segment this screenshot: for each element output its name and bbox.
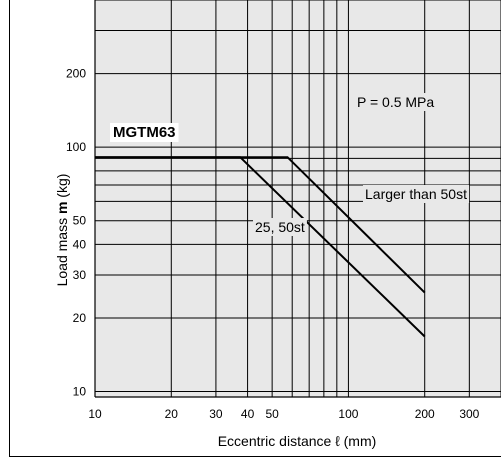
y-tick-label: 50	[73, 214, 87, 228]
x-tick-label: 40	[241, 407, 255, 421]
model-label: MGTM63	[113, 124, 176, 141]
series-lines	[95, 156, 426, 338]
x-tick-labels: 10 20 30 40 50 100 200 300	[88, 407, 479, 421]
pressure-label-background	[355, 93, 437, 111]
y-tick-label: 40	[73, 237, 87, 251]
y-tick-labels: 10 20 30 40 50 100 200	[66, 67, 86, 399]
x-tick-label: 300	[459, 407, 479, 421]
y-tick-label: 10	[73, 385, 87, 399]
x-tick-label: 10	[88, 407, 102, 421]
series-label-25-50st: 25, 50st	[255, 219, 305, 235]
model-label-background	[110, 123, 179, 142]
series-label-larger-than-50st: Larger than 50st	[365, 186, 467, 202]
series-label-background	[363, 185, 470, 203]
y-tick-label: 100	[66, 140, 86, 154]
y-tick-label: 30	[73, 268, 87, 282]
series-line-1	[95, 156, 426, 294]
x-tick-label: 200	[415, 407, 435, 421]
x-tick-label: 50	[265, 407, 279, 421]
y-tick-label: 200	[66, 67, 86, 81]
pressure-label: P = 0.5 MPa	[357, 94, 434, 110]
x-tick-label: 20	[165, 407, 179, 421]
series-label-background	[253, 218, 307, 236]
x-tick-label: 100	[338, 407, 358, 421]
y-axis-title: Load mass m (kg)	[54, 174, 70, 287]
x-tick-label: 30	[209, 407, 223, 421]
y-tick-label: 20	[73, 311, 87, 325]
x-axis-title: Eccentric distance ℓ (mm)	[218, 433, 377, 449]
